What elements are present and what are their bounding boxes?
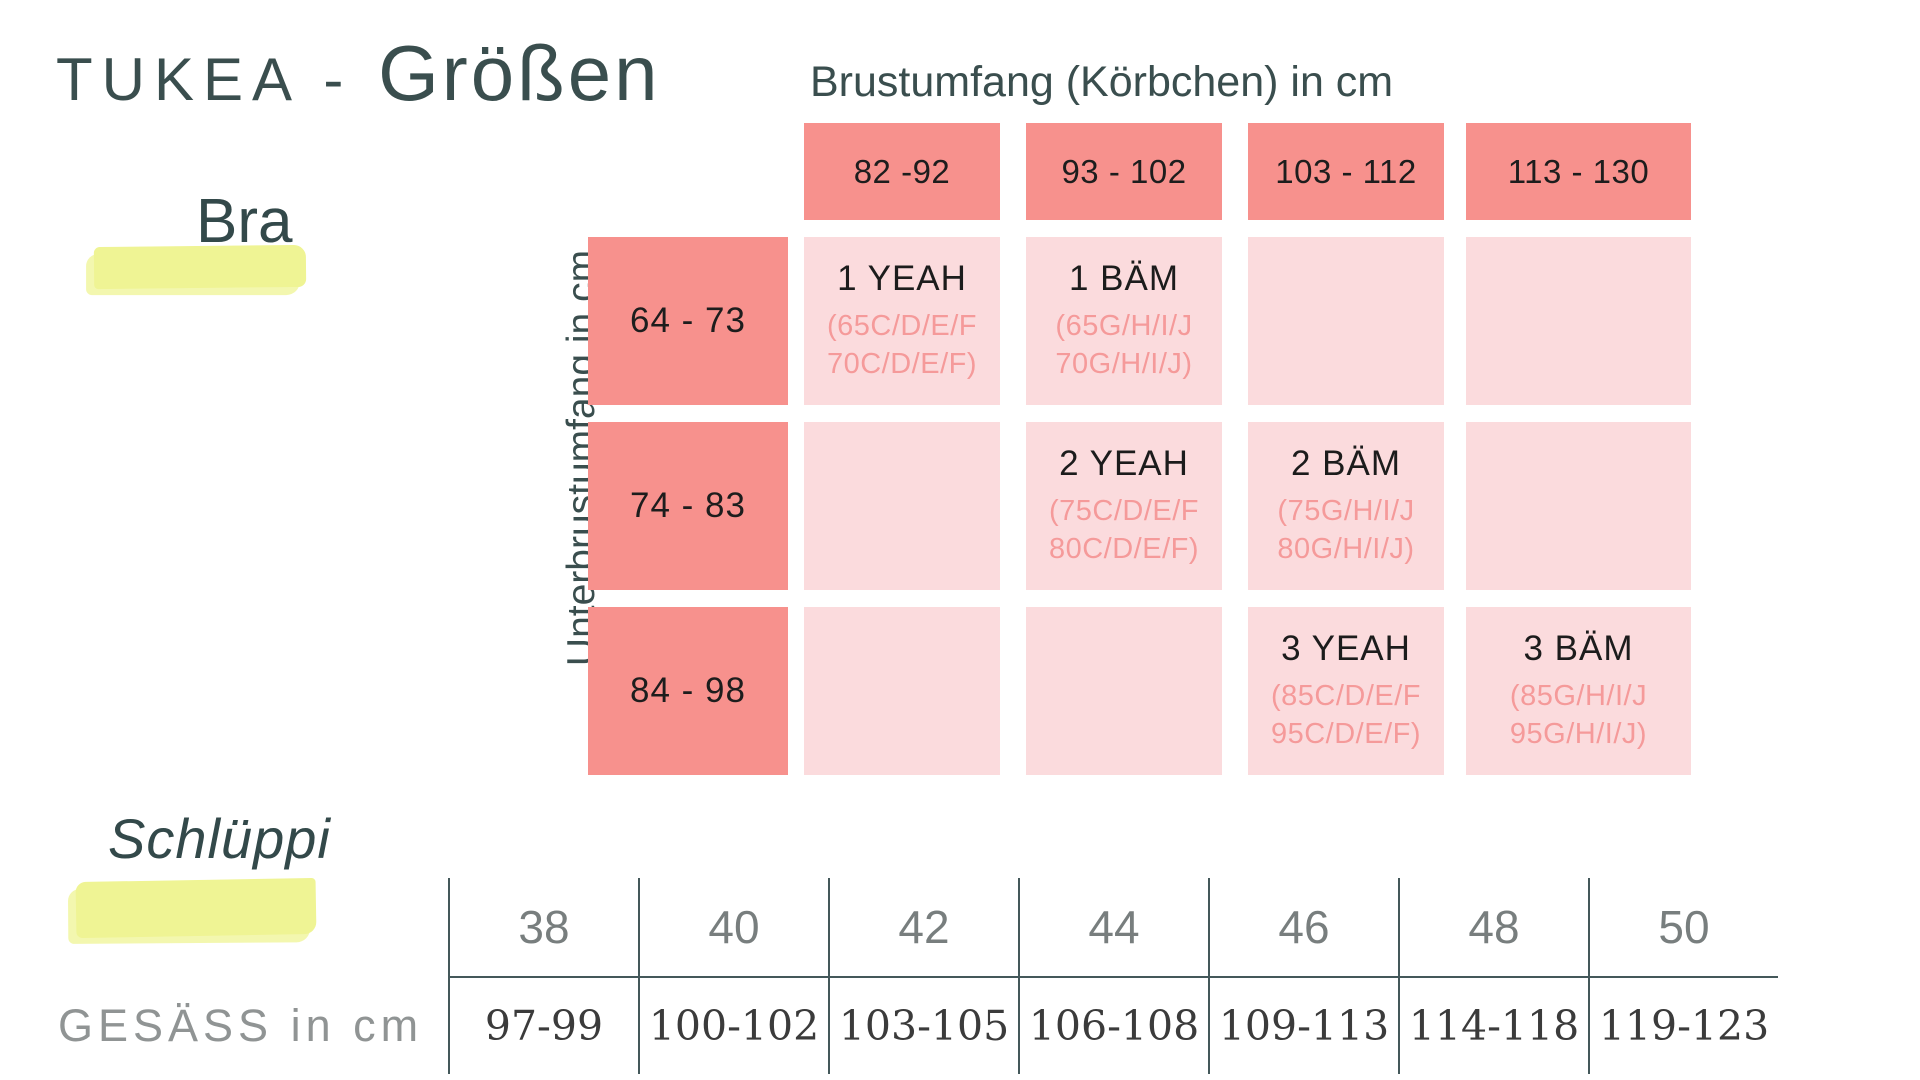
bra-size-name: 2 BÄM xyxy=(1290,443,1402,483)
panty-size-header: 48 xyxy=(1400,878,1588,978)
bra-size-range-line1: (85G/H/I/J xyxy=(1509,679,1648,712)
bra-size-range-line1: (65C/D/E/F xyxy=(826,309,978,342)
bra-size-cell: 2 BÄM (75G/H/I/J 80G/H/I/J) xyxy=(1248,422,1444,590)
panty-col: 50 119-123 xyxy=(1588,878,1778,1074)
bra-col-header-text: 82 -92 xyxy=(853,152,951,190)
panty-size-header: 50 xyxy=(1590,878,1778,978)
bra-col-header-text: 103 - 112 xyxy=(1275,152,1417,190)
bra-size-range-line1: (75C/D/E/F xyxy=(1048,494,1200,527)
bra-size-cell: 3 BÄM (85G/H/I/J 95G/H/I/J) xyxy=(1466,607,1691,775)
panty-size-header: 44 xyxy=(1020,878,1208,978)
panty-col: 38 97-99 xyxy=(448,878,638,1074)
panty-col: 46 109-113 xyxy=(1208,878,1398,1074)
panty-size-value: 109-113 xyxy=(1218,1002,1390,1050)
bra-col-header: 82 -92 xyxy=(804,123,1000,220)
bra-col-header: 93 - 102 xyxy=(1026,123,1222,220)
bra-empty-cell xyxy=(804,422,1000,590)
bra-empty-cell xyxy=(1466,237,1691,405)
bra-size-range-line2: 95G/H/I/J) xyxy=(1509,718,1648,750)
panty-section-label: Schlüppi xyxy=(108,807,331,870)
bra-size-cell: 3 YEAH (85C/D/E/F 95C/D/E/F) xyxy=(1248,607,1444,775)
bra-size-name: 1 YEAH xyxy=(837,258,967,298)
panty-size-table: GESÄSS in cm 38 97-99 40 100-102 42 103-… xyxy=(58,878,1778,1074)
bra-col-header-text: 93 - 102 xyxy=(1061,152,1187,190)
bra-size-range-line1: (65G/H/I/J xyxy=(1055,309,1193,342)
bra-size-range-line2: 95C/D/E/F) xyxy=(1270,718,1422,750)
bra-row-header-text: 64 - 73 xyxy=(630,301,746,340)
column-axis-title: Brustumfang (Körbchen) in cm xyxy=(810,58,1394,106)
bra-size-name: 2 YEAH xyxy=(1059,443,1189,483)
panty-size-header: 38 xyxy=(450,878,638,978)
bra-size-range-line2: 80C/D/E/F) xyxy=(1048,533,1200,565)
bra-size-cell: 1 BÄM (65G/H/I/J 70G/H/I/J) xyxy=(1026,237,1222,405)
panty-size-value: 100-102 xyxy=(648,1002,820,1050)
panty-col: 48 114-118 xyxy=(1398,878,1588,1074)
panty-col: 44 106-108 xyxy=(1018,878,1208,1074)
bra-empty-cell xyxy=(1466,422,1691,590)
bra-col-header-text: 113 - 130 xyxy=(1507,152,1650,190)
panty-size-value: 119-123 xyxy=(1598,1002,1770,1050)
bra-size-range-line2: 80G/H/I/J) xyxy=(1277,533,1415,565)
bra-size-cell: 2 YEAH (75C/D/E/F 80C/D/E/F) xyxy=(1026,422,1222,590)
bra-col-header: 113 - 130 xyxy=(1466,123,1691,220)
panty-row-label: GESÄSS in cm xyxy=(58,1000,424,1051)
bra-row-header: 64 - 73 xyxy=(588,237,788,405)
bra-size-range-line2: 70G/H/I/J) xyxy=(1055,348,1193,380)
bra-size-cell: 1 YEAH (65C/D/E/F 70C/D/E/F) xyxy=(804,237,1000,405)
panty-size-header: 42 xyxy=(830,878,1018,978)
yellow-highlight-stroke xyxy=(75,877,317,939)
bra-empty-cell xyxy=(1026,607,1222,775)
panty-size-value: 97-99 xyxy=(484,1002,604,1050)
bra-size-range-line1: (85C/D/E/F xyxy=(1270,679,1422,712)
panty-size-header: 40 xyxy=(640,878,828,978)
bra-size-range-line1: (75G/H/I/J xyxy=(1277,494,1415,527)
panty-size-value: 114-118 xyxy=(1408,1002,1580,1050)
panty-size-value: 103-105 xyxy=(838,1002,1010,1050)
bra-row-header-text: 74 - 83 xyxy=(630,486,746,525)
bra-row-header: 84 - 98 xyxy=(588,607,788,775)
bra-size-name: 3 YEAH xyxy=(1281,628,1411,668)
bra-section-label: Bra xyxy=(196,187,293,256)
panty-col: 42 103-105 xyxy=(828,878,1018,1074)
bra-row-header: 74 - 83 xyxy=(588,422,788,590)
bra-empty-cell xyxy=(1248,237,1444,405)
page-title: TUKEA - Größen xyxy=(56,28,661,119)
bra-size-name: 1 BÄM xyxy=(1068,258,1180,298)
panty-size-header: 46 xyxy=(1210,878,1398,978)
bra-empty-cell xyxy=(804,607,1000,775)
bra-col-header: 103 - 112 xyxy=(1248,123,1444,220)
bra-size-range-line2: 70C/D/E/F) xyxy=(826,348,978,380)
title-sizes-word: Größen xyxy=(378,29,661,117)
panty-col: 40 100-102 xyxy=(638,878,828,1074)
brand-name: TUKEA - xyxy=(56,46,379,113)
bra-size-name: 3 BÄM xyxy=(1523,628,1634,668)
panty-size-value: 106-108 xyxy=(1028,1002,1200,1050)
bra-row-header-text: 84 - 98 xyxy=(630,671,746,710)
